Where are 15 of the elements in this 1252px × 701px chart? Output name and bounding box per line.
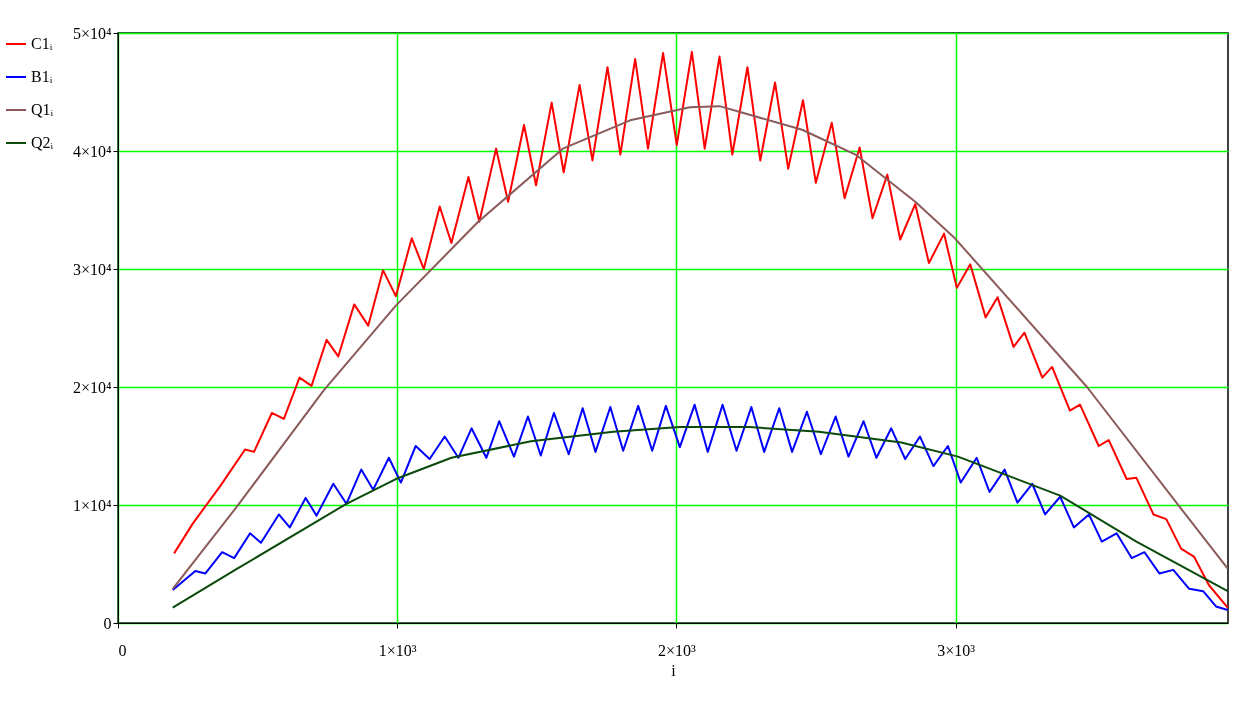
legend-label: B1ᵢ	[31, 68, 53, 85]
legend-label: C1ᵢ	[31, 35, 53, 52]
y-tick-label: 4×10⁴	[72, 142, 112, 160]
x-tick-label: 2×10³	[658, 641, 697, 659]
y-tick-label: 0	[103, 614, 112, 632]
y-tick-label: 2×10⁴	[72, 378, 112, 396]
legend-label: Q2ᵢ	[31, 134, 54, 151]
x-axis-title: i	[671, 661, 677, 679]
x-tick-label: 1×10³	[378, 641, 417, 659]
y-tick-label: 5×10⁴	[72, 24, 112, 42]
x-tick-label: 0	[118, 641, 127, 659]
x-tick-label: 3×10³	[937, 641, 976, 659]
legend-label: Q1ᵢ	[31, 101, 54, 118]
y-tick-label: 1×10⁴	[72, 496, 112, 514]
y-tick-label: 3×10⁴	[72, 260, 112, 278]
